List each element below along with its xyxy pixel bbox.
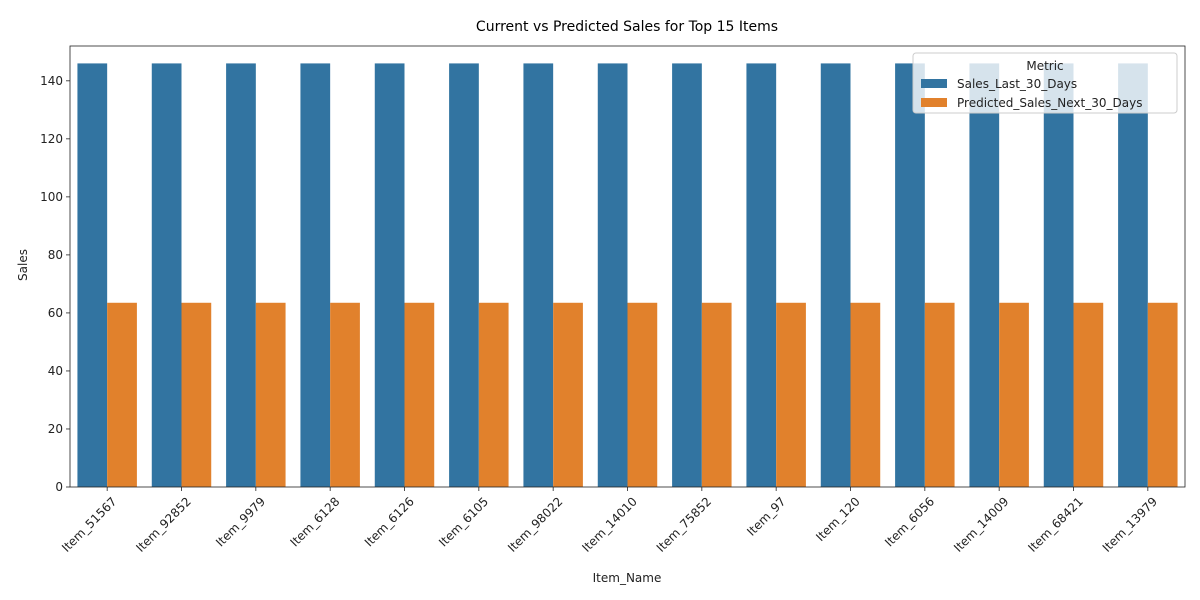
bar-Predicted_Sales_Next_30_Days-Item_97 [776, 302, 806, 487]
bar-Predicted_Sales_Next_30_Days-Item_6128 [330, 302, 360, 487]
bar-Predicted_Sales_Next_30_Days-Item_6105 [478, 302, 509, 487]
bar-Sales_Last_30_Days-Item_120 [820, 63, 851, 487]
bar-Sales_Last_30_Days-Item_75852 [672, 63, 702, 487]
y-tick-label: 40 [48, 364, 63, 378]
x-tick-label: Item_75852 [654, 494, 714, 554]
bar-Sales_Last_30_Days-Item_51567 [77, 63, 108, 487]
bar-Predicted_Sales_Next_30_Days-Item_92852 [181, 302, 212, 487]
bar-Predicted_Sales_Next_30_Days-Item_51567 [107, 302, 137, 487]
x-tick-label: Item_14010 [579, 494, 639, 554]
bar-Predicted_Sales_Next_30_Days-Item_6126 [404, 302, 435, 487]
y-tick-label: 20 [48, 422, 63, 436]
x-tick-label: Item_68421 [1025, 494, 1085, 554]
legend-title: Metric [1026, 59, 1063, 73]
bar-Predicted_Sales_Next_30_Days-Item_13979 [1147, 302, 1178, 487]
bar-Predicted_Sales_Next_30_Days-Item_14009 [999, 302, 1029, 487]
bar-Sales_Last_30_Days-Item_14010 [597, 63, 628, 487]
bar-Predicted_Sales_Next_30_Days-Item_6056 [924, 302, 955, 487]
plot-frame [69, 45, 1186, 488]
bar-Sales_Last_30_Days-Item_14009 [969, 63, 1000, 487]
bar-Sales_Last_30_Days-Item_6105 [449, 63, 479, 487]
bar-Sales_Last_30_Days-Item_97 [746, 63, 777, 487]
x-tick-label: Item_97 [744, 494, 788, 538]
legend-label-Predicted_Sales_Next_30_Days: Predicted_Sales_Next_30_Days [957, 96, 1142, 110]
bar-Sales_Last_30_Days-Item_92852 [151, 63, 182, 487]
y-axis-label: Sales [16, 249, 30, 281]
chart-title: Current vs Predicted Sales for Top 15 It… [476, 19, 778, 35]
x-tick-label: Item_6126 [362, 494, 417, 549]
x-tick-label: Item_51567 [59, 494, 119, 554]
x-tick-label: Item_6056 [882, 494, 937, 549]
x-tick-label: Item_14009 [951, 494, 1011, 554]
x-axis-label: Item_Name [593, 571, 662, 585]
bar-Predicted_Sales_Next_30_Days-Item_9979 [255, 302, 286, 487]
x-tick-label: Item_98022 [505, 494, 565, 554]
bar-Predicted_Sales_Next_30_Days-Item_98022 [553, 302, 583, 487]
legend-label-Sales_Last_30_Days: Sales_Last_30_Days [957, 77, 1077, 91]
x-tick-label: Item_6105 [436, 494, 491, 549]
x-tick-label: Item_92852 [133, 494, 193, 554]
legend-swatch-Predicted_Sales_Next_30_Days [921, 98, 947, 107]
bar-Predicted_Sales_Next_30_Days-Item_14010 [627, 302, 658, 487]
y-tick-label: 60 [48, 306, 63, 320]
legend-box [912, 52, 1178, 114]
bar-Sales_Last_30_Days-Item_98022 [523, 63, 554, 487]
legend: Metric Sales_Last_30_Days Predicted_Sales_… [912, 52, 1178, 114]
legend-swatch-Sales_Last_30_Days [921, 79, 947, 88]
bar-Predicted_Sales_Next_30_Days-Item_75852 [701, 302, 732, 487]
y-tick-label: 140 [40, 74, 63, 88]
y-tick-label: 100 [40, 190, 63, 204]
x-tick-label: Item_9979 [213, 494, 268, 549]
bar-Predicted_Sales_Next_30_Days-Item_120 [850, 302, 881, 487]
x-tick-label: Item_120 [813, 494, 863, 544]
bars-group [77, 63, 1178, 487]
y-tick-label: 0 [55, 480, 63, 494]
y-tick-label: 120 [40, 132, 63, 146]
bar-Predicted_Sales_Next_30_Days-Item_68421 [1073, 302, 1104, 487]
bar-Sales_Last_30_Days-Item_9979 [226, 63, 256, 487]
y-tick-label: 80 [48, 248, 63, 262]
x-tick-label: Item_13979 [1100, 494, 1160, 554]
bar-Sales_Last_30_Days-Item_6056 [895, 63, 925, 487]
bar-Sales_Last_30_Days-Item_68421 [1043, 63, 1074, 487]
x-tick-label: Item_6128 [287, 494, 342, 549]
bar-Sales_Last_30_Days-Item_6128 [300, 63, 331, 487]
bar-Sales_Last_30_Days-Item_6126 [374, 63, 405, 487]
bar-Sales_Last_30_Days-Item_13979 [1118, 63, 1148, 487]
